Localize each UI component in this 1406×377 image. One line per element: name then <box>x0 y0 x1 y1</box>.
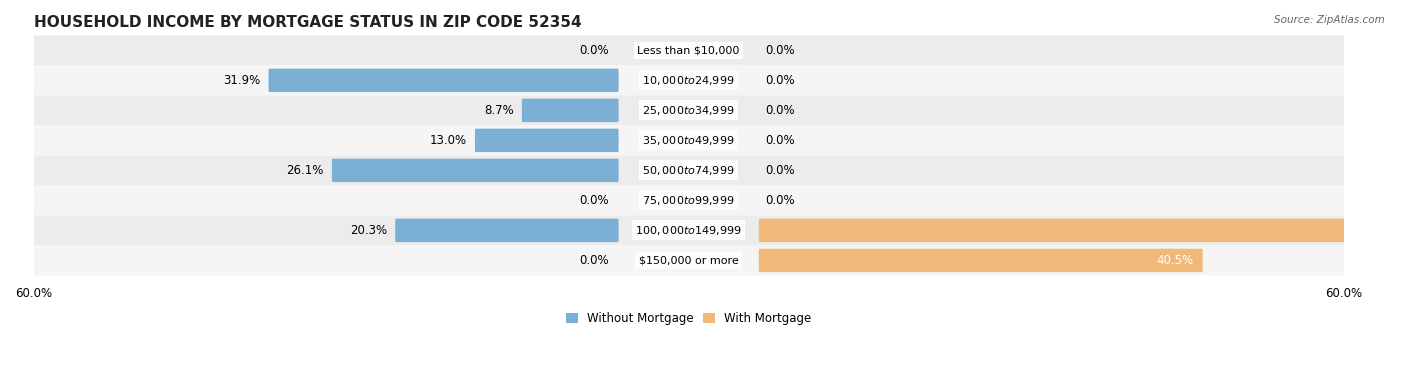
Text: Source: ZipAtlas.com: Source: ZipAtlas.com <box>1274 15 1385 25</box>
FancyBboxPatch shape <box>269 69 619 92</box>
FancyBboxPatch shape <box>0 126 1399 155</box>
Text: $35,000 to $49,999: $35,000 to $49,999 <box>643 134 735 147</box>
FancyBboxPatch shape <box>332 159 619 182</box>
FancyBboxPatch shape <box>759 219 1406 242</box>
Text: 26.1%: 26.1% <box>287 164 323 177</box>
FancyBboxPatch shape <box>0 245 1399 276</box>
Text: 59.5%: 59.5% <box>1364 224 1400 237</box>
Text: $25,000 to $34,999: $25,000 to $34,999 <box>643 104 735 117</box>
FancyBboxPatch shape <box>0 95 1399 126</box>
Text: 8.7%: 8.7% <box>484 104 515 117</box>
FancyBboxPatch shape <box>395 219 619 242</box>
FancyBboxPatch shape <box>475 129 619 152</box>
Text: 0.0%: 0.0% <box>765 194 794 207</box>
Text: $50,000 to $74,999: $50,000 to $74,999 <box>643 164 735 177</box>
FancyBboxPatch shape <box>0 65 1399 95</box>
Text: $10,000 to $24,999: $10,000 to $24,999 <box>643 74 735 87</box>
Text: 0.0%: 0.0% <box>765 164 794 177</box>
Text: 0.0%: 0.0% <box>765 74 794 87</box>
FancyBboxPatch shape <box>0 35 1399 65</box>
Text: 0.0%: 0.0% <box>579 254 609 267</box>
FancyBboxPatch shape <box>759 249 1202 272</box>
FancyBboxPatch shape <box>0 155 1399 185</box>
Text: 0.0%: 0.0% <box>579 44 609 57</box>
Text: 0.0%: 0.0% <box>765 134 794 147</box>
Text: $150,000 or more: $150,000 or more <box>638 255 738 265</box>
Text: $75,000 to $99,999: $75,000 to $99,999 <box>643 194 735 207</box>
Text: 0.0%: 0.0% <box>579 194 609 207</box>
Text: 40.5%: 40.5% <box>1156 254 1194 267</box>
Text: 13.0%: 13.0% <box>430 134 467 147</box>
Text: Less than $10,000: Less than $10,000 <box>637 45 740 55</box>
FancyBboxPatch shape <box>0 215 1399 245</box>
Text: 20.3%: 20.3% <box>350 224 387 237</box>
FancyBboxPatch shape <box>0 185 1399 215</box>
Text: $100,000 to $149,999: $100,000 to $149,999 <box>636 224 742 237</box>
FancyBboxPatch shape <box>522 99 619 122</box>
Text: 0.0%: 0.0% <box>765 44 794 57</box>
Text: 0.0%: 0.0% <box>765 104 794 117</box>
Text: 31.9%: 31.9% <box>224 74 260 87</box>
Text: HOUSEHOLD INCOME BY MORTGAGE STATUS IN ZIP CODE 52354: HOUSEHOLD INCOME BY MORTGAGE STATUS IN Z… <box>34 15 581 30</box>
Legend: Without Mortgage, With Mortgage: Without Mortgage, With Mortgage <box>561 307 817 329</box>
